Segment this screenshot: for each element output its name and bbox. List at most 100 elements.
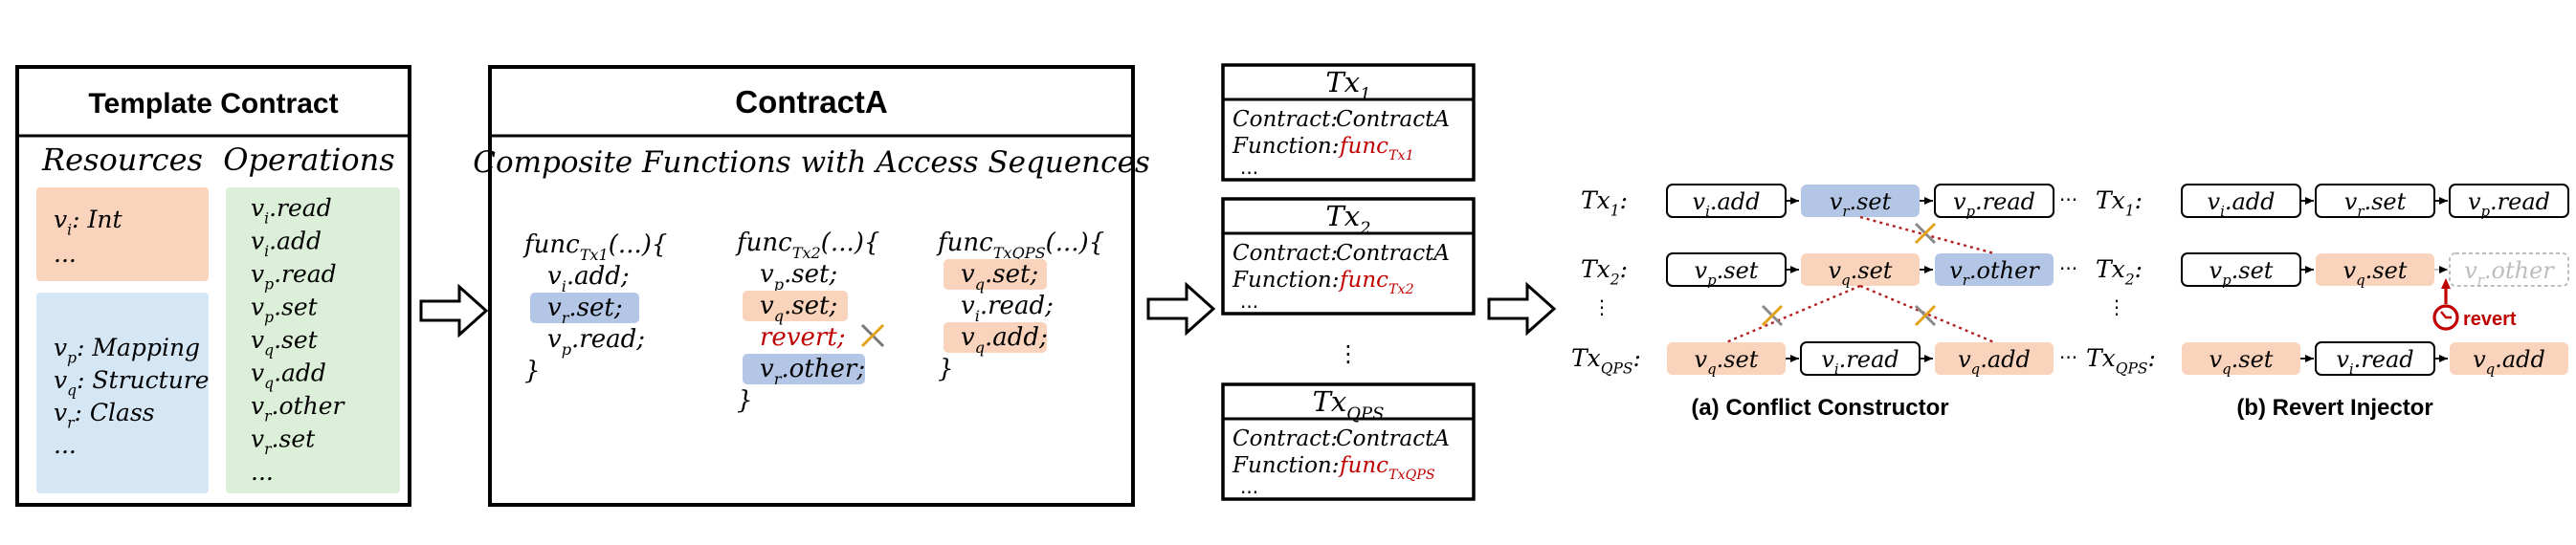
operation-label: vq.set [2210, 346, 2274, 378]
row-label: Tx2: [1581, 255, 1628, 289]
row-label: Tx2: [2096, 255, 2143, 289]
operation-box [2316, 253, 2434, 286]
contract-label: Contract: [1232, 107, 1338, 132]
func-tx1-block: funcTx1(...){vi.add;vr.set;vp.read;} [522, 230, 667, 385]
operation-label: vp.set [2210, 257, 2274, 289]
row-label: TxQPS: [2086, 344, 2156, 378]
contract-a-title: ContractA [735, 84, 888, 120]
resource-group-2-box [36, 293, 209, 493]
crossed-swords-icon [1761, 304, 1784, 327]
function-signature: funcTx1(...){ [522, 230, 667, 264]
operation-box [1935, 342, 2054, 375]
contract-label: Contract: [1232, 426, 1338, 451]
transaction-title: Tx2 [1325, 200, 1370, 239]
row-label: Tx1: [1581, 186, 1628, 220]
operations-header: Operations [223, 142, 394, 178]
function-name: funcTx1 [1338, 134, 1414, 164]
conflict-link [1859, 284, 1995, 344]
contract-name: ContractA [1336, 426, 1450, 451]
operation-label: vi.add [1693, 188, 1761, 220]
transaction-card-border [1221, 197, 1476, 316]
row-ellipsis: ··· [2059, 346, 2077, 369]
operation-label: vp.read [1953, 188, 2035, 220]
operation-box [2449, 184, 2569, 218]
contract-a-border [488, 65, 1135, 507]
function-label: Function: [1232, 134, 1339, 159]
operation-label: vi.read [2336, 346, 2413, 378]
resource-group-1-list: vi: Int... [54, 206, 122, 268]
operation-item: ... [251, 458, 274, 486]
access-statement: vr.set; [547, 294, 623, 327]
access-highlight [743, 354, 865, 384]
crossed-swords-icon [1914, 222, 1937, 245]
access-highlight [944, 322, 1047, 353]
crossed-swords-icon [1914, 304, 1937, 327]
function-label: Function: [1232, 453, 1339, 478]
row-ellipsis: ··· [2574, 346, 2576, 369]
rows-vdots: ⋮ [2107, 295, 2126, 318]
transaction-more: ... [1240, 156, 1258, 179]
resource-item: vr: Class [54, 399, 155, 432]
operation-label: vq.set [1695, 346, 1759, 378]
conflict-link [1725, 284, 1861, 344]
transaction-card-border [1221, 63, 1476, 182]
access-statement: vi.add; [547, 262, 630, 295]
operation-label: vq.set [1829, 257, 1893, 289]
operations-box [226, 187, 400, 493]
transaction-more: ... [1240, 290, 1258, 313]
transaction-title: Tx1 [1325, 66, 1370, 105]
operation-label: vr.other [2464, 257, 2555, 289]
function-close: } [938, 355, 954, 383]
operation-item: vp.read [251, 260, 337, 294]
access-statement: vq.set; [760, 292, 837, 325]
access-statement: vp.read; [547, 325, 645, 359]
operation-item: vq.add [251, 360, 326, 393]
conflict-constructor-panel: Tx1: vi.add vr.set vp.read ··· Tx2: vp.set vq.s… [1571, 184, 2077, 421]
template-contract-title: Template Contract [88, 88, 338, 120]
panel-caption: (b) Revert Injector [2236, 395, 2432, 421]
transaction-more: ... [1240, 475, 1258, 498]
access-statement: vi.read; [961, 292, 1054, 325]
operation-item: vq.set [251, 326, 319, 360]
resource-item: vi: Int [54, 206, 122, 239]
rows-vdots: ⋮ [1592, 295, 1611, 318]
row-ellipsis: ··· [2574, 257, 2576, 280]
function-signature: funcTx2(...){ [735, 229, 879, 262]
resource-group-1-box [36, 187, 209, 281]
revert-icon [2440, 311, 2452, 319]
row-ellipsis: ··· [2059, 188, 2077, 211]
template-contract-panel: Template Contract Resources Operations v… [15, 65, 411, 507]
function-close: } [737, 386, 753, 415]
row-label: Tx1: [2096, 186, 2143, 220]
resource-item: ... [54, 431, 77, 459]
access-highlight [743, 291, 848, 321]
operation-item: vr.other [251, 392, 345, 425]
transactions-vdots: ⋮ [1337, 340, 1360, 367]
access-statement: vq.set; [961, 260, 1038, 294]
access-statement: vr.other; [760, 355, 865, 388]
operation-box [1934, 184, 2054, 218]
operation-box [1801, 185, 1920, 217]
operation-box [2182, 342, 2300, 375]
access-statement: vp.set; [760, 260, 837, 294]
operation-label: vr.other [1949, 257, 2040, 289]
panel-caption: (a) Conflict Constructor [1691, 395, 1948, 421]
operation-label: vr.set [2344, 188, 2407, 220]
operation-box [1667, 342, 1786, 375]
operation-box [2450, 342, 2568, 375]
func-tx2-block: funcTx2(...){vp.set;vq.set;revert; vr.oth… [735, 229, 885, 415]
revert-icon [2432, 304, 2459, 331]
operation-label: vp.read [2468, 188, 2550, 220]
revert-injector-panel: Tx1: vi.add vr.set vp.read ··· Tx2: vp.set vq.s… [2086, 184, 2576, 421]
operations-list: vi.readvi.addvp.readvp.setvq.setvq.addvr… [251, 194, 345, 486]
row-ellipsis: ··· [2574, 188, 2576, 211]
resource-item: vp: Mapping [54, 334, 200, 367]
operation-box [1801, 253, 1920, 286]
operation-box [1935, 253, 2054, 286]
operation-label: vq.add [1958, 346, 2031, 378]
template-contract-border [15, 65, 411, 507]
